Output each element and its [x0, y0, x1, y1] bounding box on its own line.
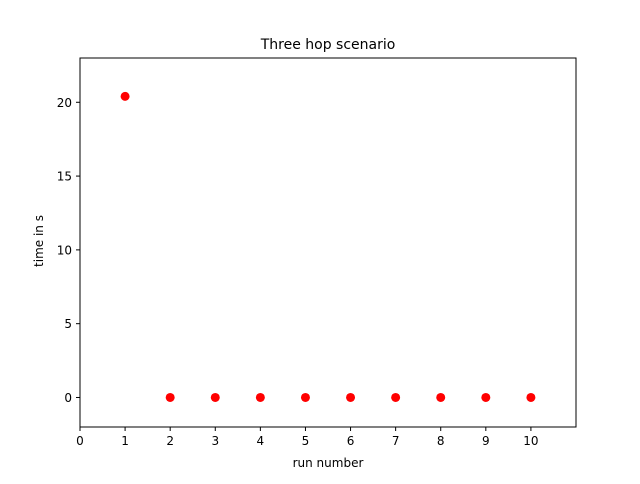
data-point	[165, 392, 175, 402]
x-tick-label: 6	[347, 434, 355, 448]
x-tick-label: 3	[211, 434, 219, 448]
x-tick-label: 5	[302, 434, 310, 448]
x-tick-label: 9	[482, 434, 490, 448]
x-tick-label: 2	[166, 434, 174, 448]
x-tick-label: 7	[392, 434, 400, 448]
data-point	[346, 392, 356, 402]
x-tick-label: 8	[437, 434, 445, 448]
data-point	[481, 392, 491, 402]
data-point	[255, 392, 265, 402]
data-point	[300, 392, 310, 402]
y-tick-label: 10	[57, 243, 72, 257]
data-point	[436, 392, 446, 402]
data-point	[391, 392, 401, 402]
x-axis-label: run number	[293, 456, 364, 470]
y-tick-label: 15	[57, 170, 72, 184]
data-point	[526, 392, 536, 402]
data-point	[120, 91, 130, 101]
data-point	[210, 392, 220, 402]
plot-frame	[79, 57, 577, 428]
y-tick-label: 5	[64, 317, 72, 331]
y-tick-label: 0	[64, 391, 72, 405]
x-tick-label: 1	[121, 434, 129, 448]
y-axis-label: time in s	[32, 215, 46, 267]
x-tick-label: 10	[523, 434, 538, 448]
y-tick-label: 20	[57, 96, 72, 110]
axis-ticks: 0 1 2 3 4 5 6 7 8 9 10 0 5 10 15 20	[57, 96, 539, 448]
chart-title: Three hop scenario	[260, 37, 396, 53]
x-tick-label: 4	[257, 434, 265, 448]
x-tick-label: 0	[76, 434, 84, 448]
data-points	[120, 91, 536, 402]
